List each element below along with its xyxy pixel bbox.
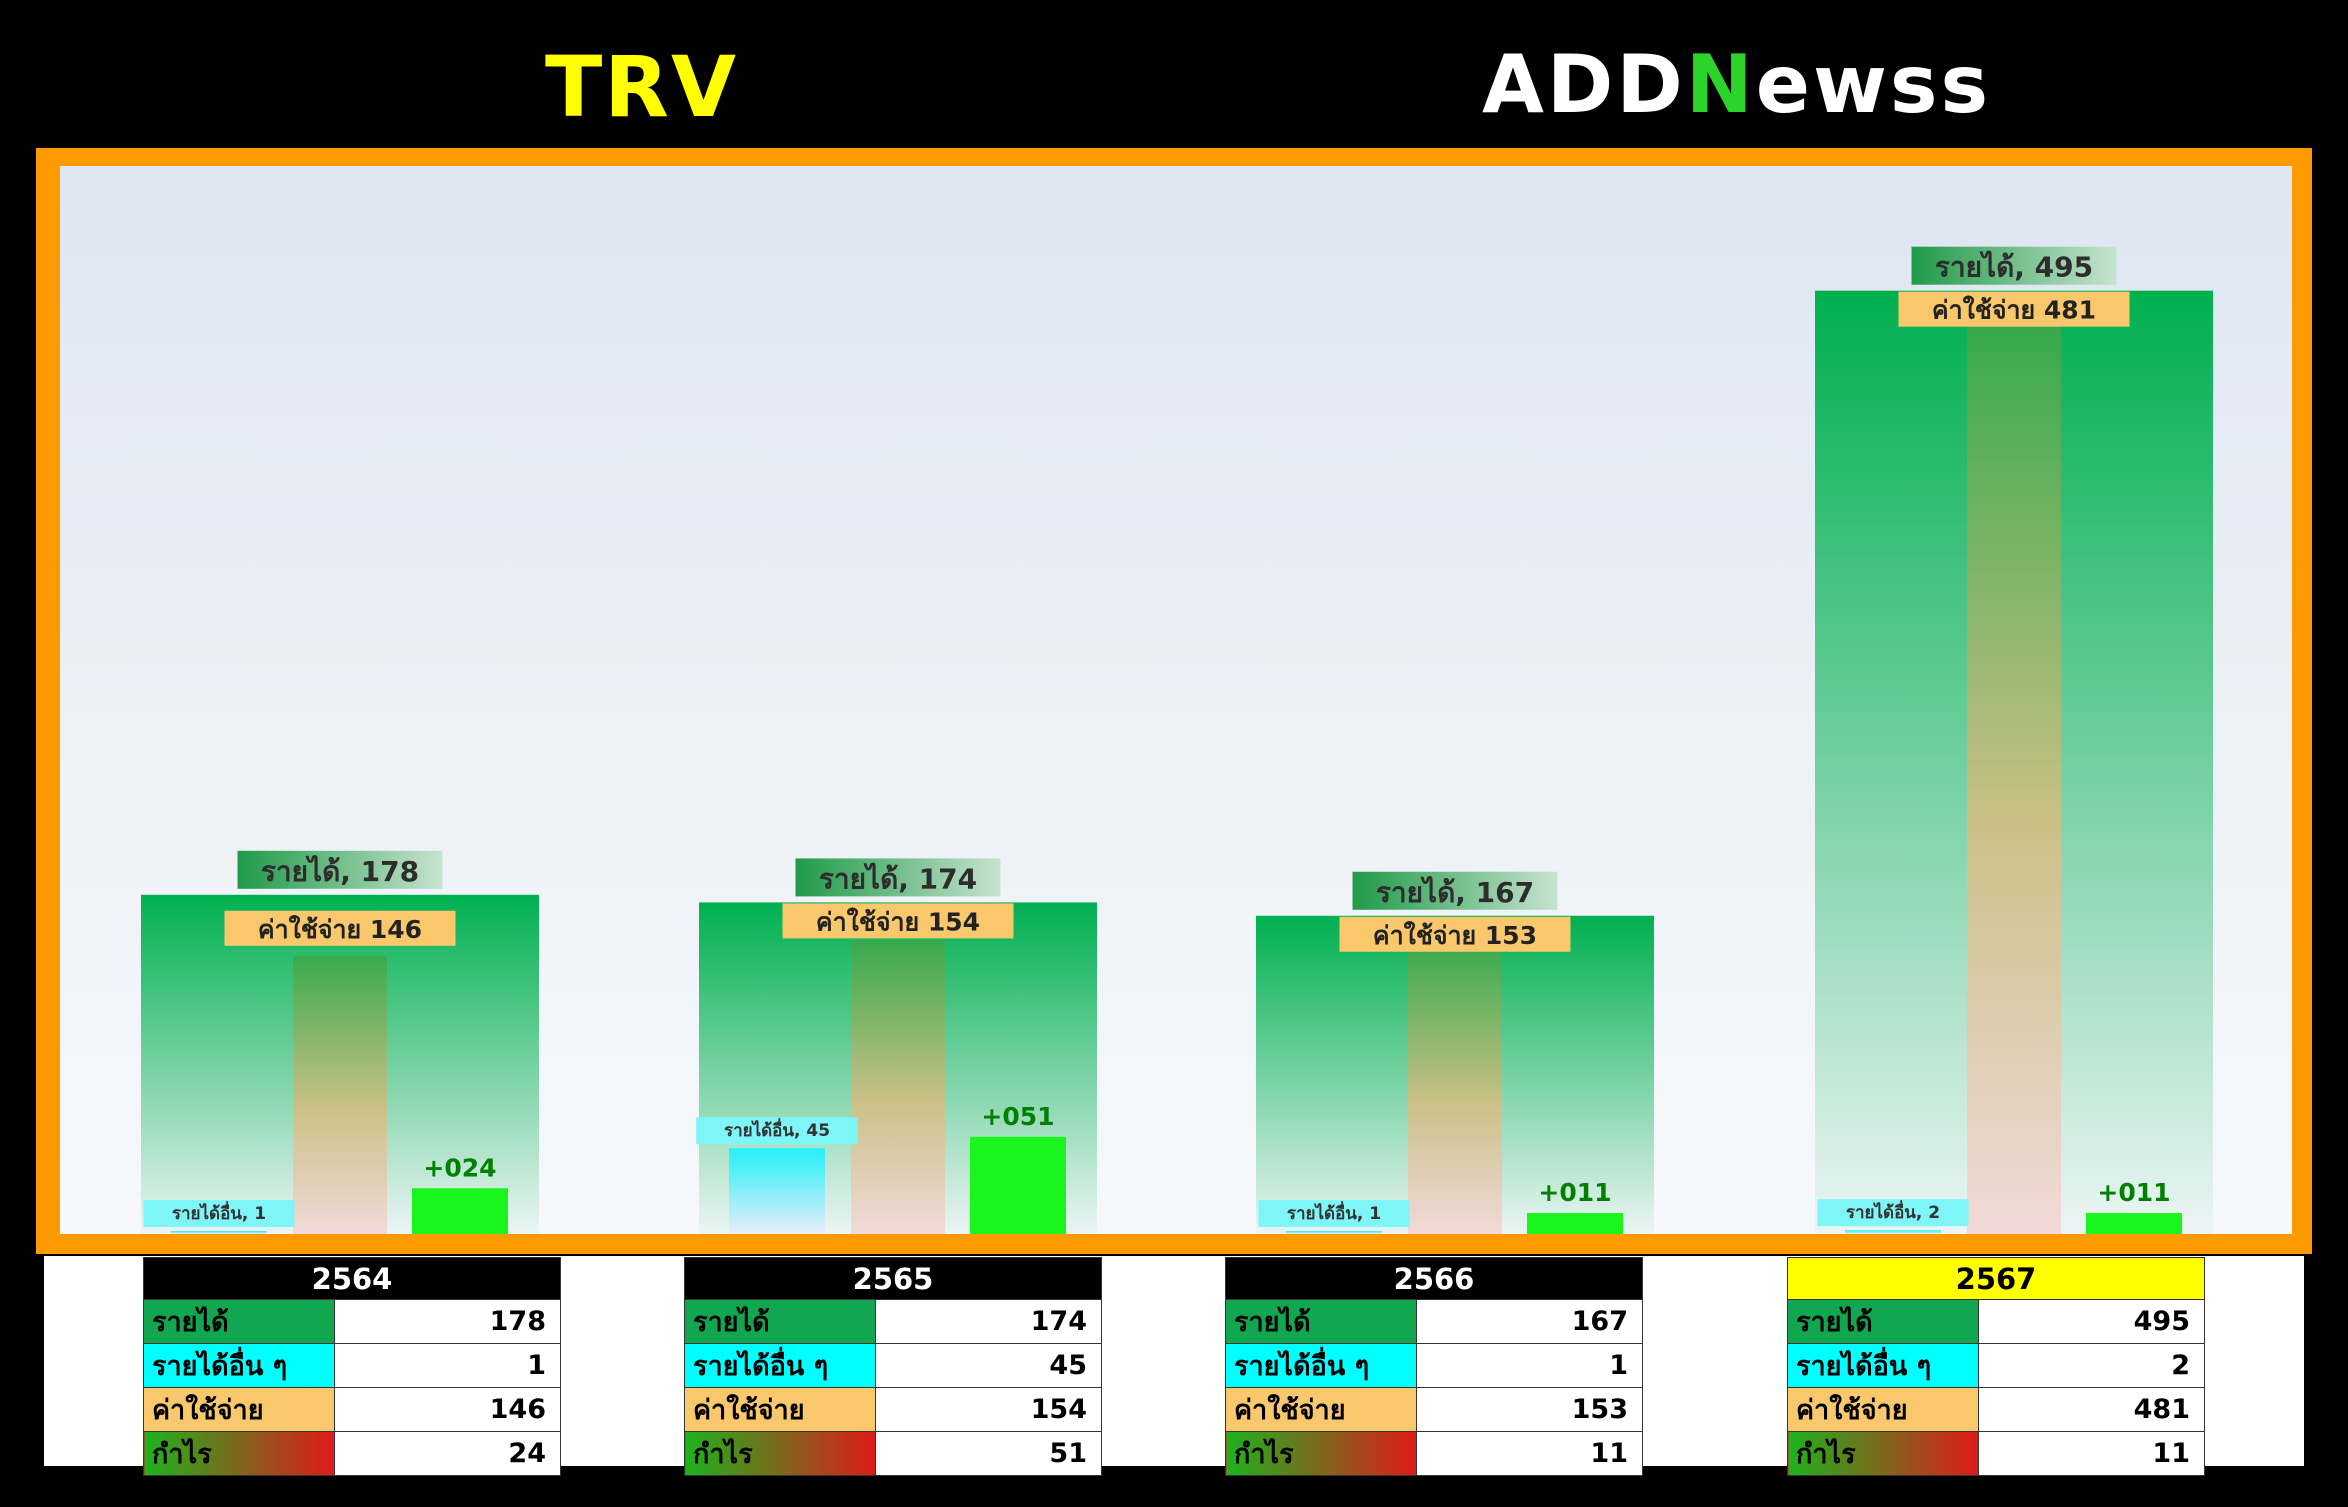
other-income-label: รายได้อื่น, 45 (724, 1118, 830, 1141)
row-label-revenue: รายได้ (684, 1299, 876, 1344)
row-label-other-income: รายได้อื่น ๆ (684, 1343, 876, 1388)
revenue-label: รายได้, 174 (819, 862, 977, 895)
row-label-expense: ค่าใช้จ่าย (1787, 1387, 1979, 1432)
expense-label-bg (782, 903, 1014, 939)
profit-label: +011 (2097, 1178, 2170, 1207)
expense-label-bg (224, 910, 456, 946)
row-label-expense: ค่าใช้จ่าย (1225, 1387, 1417, 1432)
logo-text-2: N (1685, 38, 1756, 131)
profit-label: +011 (1538, 1178, 1611, 1207)
profit-bar (2086, 1213, 2182, 1234)
row-value-revenue: 495 (1978, 1299, 2205, 1344)
row-value-other-income: 1 (1416, 1343, 1643, 1388)
profit-bar (412, 1188, 508, 1234)
revenue-label-bg (1911, 246, 2117, 285)
revenue-label: รายได้, 167 (1376, 876, 1534, 909)
row-value-revenue: 167 (1416, 1299, 1643, 1344)
table-year: 2567 (1787, 1257, 2205, 1300)
other-income-label-bg (696, 1117, 858, 1145)
row-label-expense: ค่าใช้จ่าย (684, 1387, 876, 1432)
expense-label: ค่าใช้จ่าย 154 (816, 906, 980, 936)
revenue-label-bg (795, 858, 1001, 897)
other-income-label-bg (143, 1200, 295, 1227)
expense-bar (1967, 317, 2061, 1234)
row-value-other-income: 2 (1978, 1343, 2205, 1388)
profit-label: +051 (981, 1102, 1054, 1131)
expense-bar (851, 940, 945, 1234)
row-value-other-income: 1 (334, 1343, 561, 1388)
expense-label-bg (1339, 916, 1571, 952)
row-value-revenue: 174 (875, 1299, 1102, 1344)
row-label-revenue: รายได้ (1225, 1299, 1417, 1344)
row-label-other-income: รายได้อื่น ๆ (1225, 1343, 1417, 1388)
other-income-bar (729, 1148, 825, 1234)
row-label-other-income: รายได้อื่น ๆ (143, 1343, 335, 1388)
other-income-label: รายได้อื่น, 1 (172, 1201, 266, 1224)
expense-label: ค่าใช้จ่าย 146 (258, 914, 422, 944)
expense-label: ค่าใช้จ่าย 481 (1932, 295, 2096, 325)
logo-text-3: ewss (1755, 38, 1992, 131)
profit-bar (970, 1136, 1066, 1234)
year-table-2565: 2565 รายได้ 174 รายได้อื่น ๆ 45 ค่าใช้จ่าย… (684, 1257, 1102, 1476)
expense-bar (293, 955, 387, 1234)
other-income-label-bg (1258, 1200, 1410, 1227)
table-year: 2564 (143, 1257, 561, 1300)
bar-chart: รายได้, 178 ค่าใช้จ่าย 146 รายได้อื่น, 1 +0… (141, 246, 2213, 1234)
row-label-expense: ค่าใช้จ่าย (143, 1387, 335, 1432)
profit-bar (1527, 1213, 1623, 1234)
row-label-profit: กำไร (1787, 1431, 1979, 1476)
row-value-expense: 154 (875, 1387, 1102, 1432)
row-value-profit: 11 (1978, 1431, 2205, 1476)
row-value-profit: 51 (875, 1431, 1102, 1476)
row-label-profit: กำไร (1225, 1431, 1417, 1476)
row-value-expense: 481 (1978, 1387, 2205, 1432)
row-value-expense: 146 (334, 1387, 561, 1432)
profit-label: +024 (423, 1153, 496, 1182)
table-year: 2566 (1225, 1257, 1643, 1300)
row-label-profit: กำไร (684, 1431, 876, 1476)
row-label-profit: กำไร (143, 1431, 335, 1476)
row-value-profit: 11 (1416, 1431, 1643, 1476)
brand-logo: ADDNewss (1482, 38, 1991, 131)
expense-bar (1408, 942, 1502, 1234)
revenue-label: รายได้, 178 (261, 855, 419, 888)
other-income-label: รายได้อื่น, 2 (1846, 1200, 1940, 1223)
ticker-title: TRV (545, 38, 738, 136)
revenue-label: รายได้, 495 (1935, 251, 2093, 284)
other-income-bar (1845, 1230, 1941, 1234)
chart-plot-area: รายได้, 178 ค่าใช้จ่าย 146 รายได้อื่น, 1 +0… (60, 166, 2292, 1234)
other-income-bar (1286, 1231, 1382, 1234)
row-label-revenue: รายได้ (143, 1299, 335, 1344)
other-income-label-bg (1817, 1199, 1969, 1227)
expense-label: ค่าใช้จ่าย 153 (1373, 920, 1537, 950)
row-value-expense: 153 (1416, 1387, 1643, 1432)
row-value-profit: 24 (334, 1431, 561, 1476)
expense-label-bg (1898, 291, 2130, 327)
revenue-label-bg (237, 850, 443, 889)
row-value-revenue: 178 (334, 1299, 561, 1344)
other-income-bar (171, 1231, 267, 1234)
row-label-other-income: รายได้อื่น ๆ (1787, 1343, 1979, 1388)
revenue-label-bg (1352, 871, 1558, 910)
table-year: 2565 (684, 1257, 1102, 1300)
row-label-revenue: รายได้ (1787, 1299, 1979, 1344)
other-income-label: รายได้อื่น, 1 (1287, 1201, 1381, 1224)
row-value-other-income: 45 (875, 1343, 1102, 1388)
logo-text-1: ADD (1482, 38, 1686, 131)
